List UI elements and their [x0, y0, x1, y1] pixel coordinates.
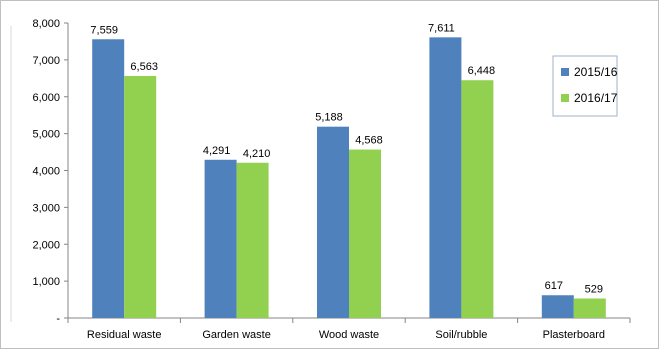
y-tick-label: 6,000	[32, 92, 60, 104]
legend-label: 2016/17	[574, 91, 618, 105]
bar-2016-17-0	[124, 75, 157, 318]
legend-box	[552, 55, 618, 117]
bar-2015-16-0	[92, 39, 125, 319]
x-tick-label: Soil/rubble	[435, 329, 487, 341]
data-label: 4,568	[355, 135, 383, 147]
y-tick-label: 5,000	[32, 129, 60, 141]
x-tick-label: Plasterboard	[543, 329, 605, 341]
legend-swatch	[561, 94, 569, 102]
y-tick-label: 1,000	[32, 276, 60, 288]
y-tick-label: -	[56, 313, 60, 325]
x-tick-label: Wood waste	[319, 329, 379, 341]
y-tick-label: 4,000	[32, 166, 60, 178]
bar-2016-17-3	[461, 80, 494, 318]
bars	[92, 37, 606, 319]
y-axis: - 1,000 2,000 3,000 4,000 5,000 6,000 7,000 8,00…	[32, 18, 69, 325]
data-label: 617	[545, 280, 563, 292]
data-labels: 7,559 4,291 5,188 7,611 617 6,563 4,210 4,568 6,…	[90, 22, 603, 295]
data-label: 4,210	[243, 148, 271, 160]
y-tick-label: 2,000	[32, 239, 60, 251]
y-tick-label: 7,000	[32, 55, 60, 67]
bar-2015-16-2	[317, 126, 349, 318]
legend-swatch	[561, 68, 569, 76]
data-label: 7,559	[90, 24, 118, 36]
legend: 2015/16 2016/17	[552, 55, 618, 117]
data-label: 6,563	[130, 61, 158, 73]
x-tick-label: Garden waste	[202, 329, 270, 341]
y-tick-label: 8,000	[32, 18, 60, 30]
data-label: 5,188	[315, 112, 343, 124]
y-tick-label: 3,000	[32, 202, 60, 214]
bar-2015-16-4	[541, 295, 574, 318]
data-label: 4,291	[203, 145, 231, 157]
bar-2015-16-1	[204, 159, 237, 318]
x-tick-label: Residual waste	[87, 329, 162, 341]
data-label: 529	[585, 283, 603, 295]
bar-2016-17-1	[236, 162, 269, 318]
data-label: 7,611	[428, 22, 455, 34]
data-label: 6,448	[468, 65, 496, 77]
bar-2016-17-4	[573, 298, 606, 318]
bar-2015-16-3	[429, 37, 462, 319]
bar-2016-17-2	[349, 149, 381, 318]
legend-label: 2015/16	[574, 65, 618, 79]
